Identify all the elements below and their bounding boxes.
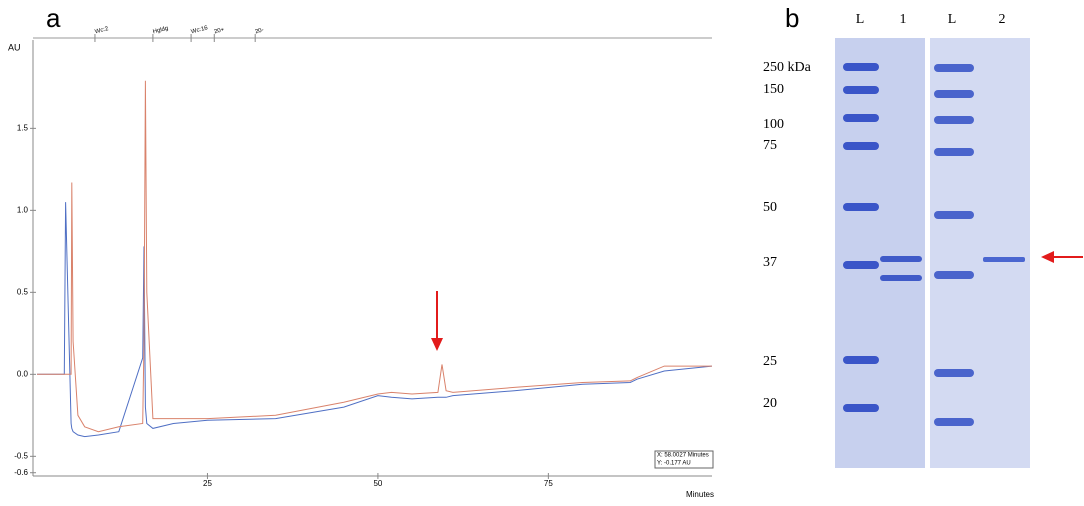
- ladder-band: [934, 148, 974, 156]
- lane-label: 2: [999, 12, 1006, 27]
- lane-label: 1: [900, 12, 907, 27]
- ladder-band: [843, 203, 879, 211]
- event-label: 20+: [214, 27, 226, 36]
- marker-label: 20: [763, 396, 777, 411]
- figure: a AU Minutes X: 58.0027 Minutes Y: -0.17…: [0, 0, 1084, 501]
- ladder-band: [843, 114, 879, 122]
- ladder-band: [934, 211, 974, 219]
- event-label: Wc:16: [190, 25, 209, 35]
- x-tick-label: 25: [203, 479, 212, 488]
- panel-label: b: [785, 3, 799, 33]
- sample-band: [983, 257, 1025, 262]
- ladder-band: [843, 261, 879, 269]
- gel-slab: [835, 38, 925, 468]
- y-tick-label: -0.6: [14, 468, 28, 477]
- marker-label: 50: [763, 200, 777, 215]
- y-tick-label: 1.0: [17, 205, 29, 214]
- lane-label: L: [948, 12, 957, 27]
- readout-text: X: 58.0027 Minutes: [657, 453, 709, 459]
- y-tick-label: 0.0: [17, 369, 29, 378]
- y-tick-label: -0.5: [14, 451, 28, 460]
- sample-band: [880, 275, 922, 281]
- panel-label: a: [46, 3, 61, 33]
- marker-label: 150: [763, 82, 784, 97]
- ladder-band: [934, 116, 974, 124]
- gel-slab: [930, 38, 1030, 468]
- y-tick-label: 0.5: [17, 287, 29, 296]
- ladder-band: [934, 418, 974, 426]
- x-tick-label: 50: [373, 479, 382, 488]
- lane-label: L: [856, 12, 865, 27]
- ladder-band: [934, 271, 974, 279]
- gel: b L 1 L 2 250 kDa 150 100 75 50 37 25 20: [763, 3, 1083, 468]
- marker-label: 25: [763, 354, 777, 369]
- y-axis-label: AU: [8, 42, 21, 52]
- sample-band: [880, 256, 922, 262]
- x-axis-label: Minutes: [686, 490, 714, 499]
- ladder-band: [934, 90, 974, 98]
- ladder-band: [843, 356, 879, 364]
- event-label: Wc:2: [94, 26, 109, 36]
- marker-label: 100: [763, 117, 784, 132]
- trace: [37, 81, 712, 432]
- ladder-band: [843, 86, 879, 94]
- event-label: Hgldg: [152, 26, 169, 36]
- x-tick-label: 75: [544, 479, 553, 488]
- readout-text: Y: -0.177 AU: [657, 461, 691, 467]
- ladder-band: [934, 369, 974, 377]
- ladder-band: [843, 63, 879, 71]
- ladder-band: [843, 404, 879, 412]
- ladder-band: [843, 142, 879, 150]
- marker-label: 75: [763, 138, 777, 153]
- marker-label: 250 kDa: [763, 60, 812, 75]
- trace: [37, 202, 712, 437]
- peak-arrow-head: [431, 338, 443, 351]
- band-arrow-head: [1041, 251, 1054, 263]
- ladder-band: [934, 64, 974, 72]
- event-label: 20-: [255, 27, 265, 35]
- y-tick-label: 1.5: [17, 123, 29, 132]
- marker-label: 37: [763, 255, 777, 270]
